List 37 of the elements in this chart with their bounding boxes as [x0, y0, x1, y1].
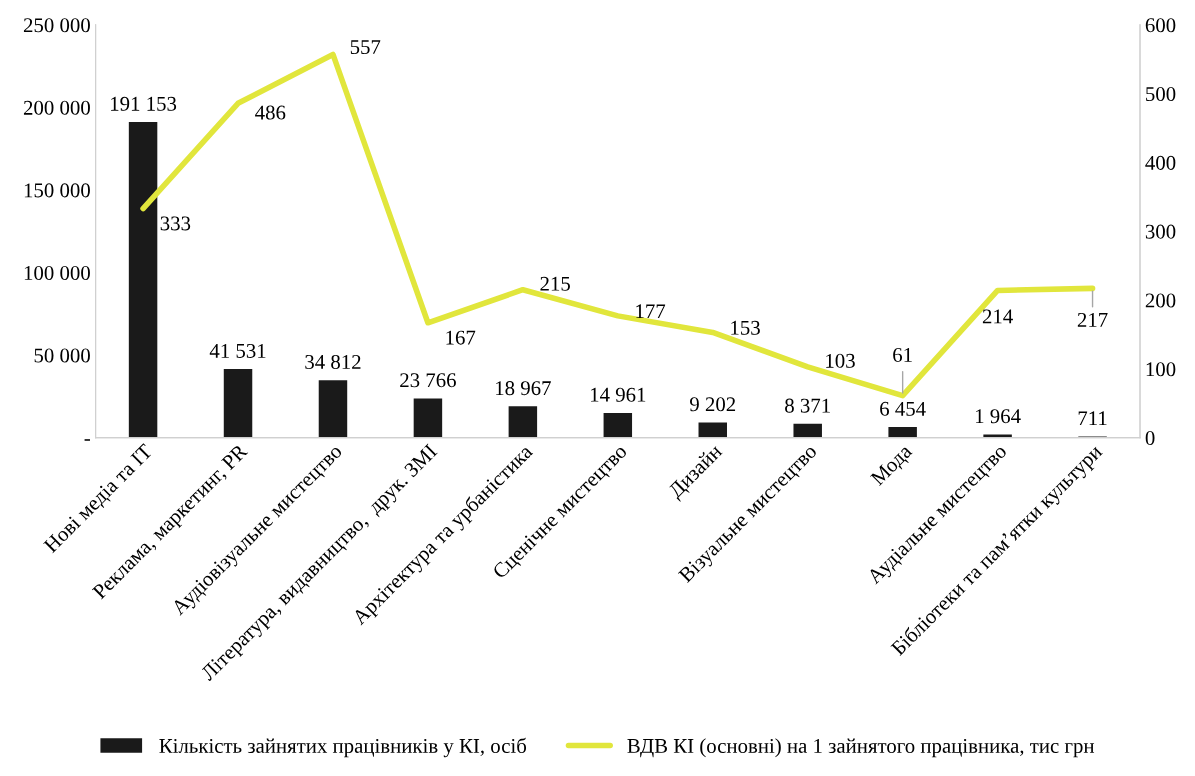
data-label: 41 531	[209, 343, 266, 358]
data-label: 9 202	[690, 397, 736, 412]
data-label: 8 371	[785, 398, 830, 413]
y-tick-label: 200 000	[23, 100, 90, 115]
data-label: 18 967	[496, 381, 551, 396]
data-label: 6 454	[880, 401, 926, 416]
data-label: 61	[893, 348, 912, 363]
y2-tick-label: 600	[1145, 18, 1176, 33]
data-label: 191 153	[111, 96, 177, 111]
data-label: 333	[160, 216, 191, 231]
data-label: 1 964	[976, 409, 1021, 424]
data-label: 167	[446, 330, 476, 345]
data-label: 23 766	[400, 373, 456, 388]
data-label: 14 961	[591, 387, 646, 402]
y2-tick-label: 100	[1146, 362, 1176, 377]
y2-tick-label: 500	[1146, 87, 1176, 102]
y-tick-label: 250 000	[23, 18, 90, 33]
y-tick-label: -	[84, 439, 90, 441]
y2-tick-label: 300	[1145, 224, 1176, 239]
data-label: 214	[982, 309, 1013, 324]
data-label: 153	[731, 320, 760, 335]
legend-label: Кількість зайнятих працівників у КІ, осіб	[159, 737, 527, 758]
data-label: 103	[826, 353, 855, 368]
data-label: 711	[1078, 411, 1107, 426]
legend-label: ВДВ КІ (основні) на 1 зайнятого працівника, тис грн	[627, 738, 1095, 758]
data-label: 34 812	[305, 354, 361, 369]
data-label: 217	[1077, 312, 1108, 327]
y2-tick-label: 400	[1145, 155, 1176, 170]
y-tick-label: 150 000	[24, 183, 90, 198]
y-tick-label: 50 000	[34, 348, 90, 363]
data-label: 486	[255, 105, 286, 120]
y2-tick-label: 0	[1145, 431, 1155, 446]
data-label: 215	[540, 276, 570, 291]
y2-tick-label: 200	[1145, 293, 1176, 308]
data-label: 177	[636, 304, 666, 319]
data-label: 557	[350, 40, 381, 55]
y-tick-label: 100 000	[24, 265, 90, 280]
